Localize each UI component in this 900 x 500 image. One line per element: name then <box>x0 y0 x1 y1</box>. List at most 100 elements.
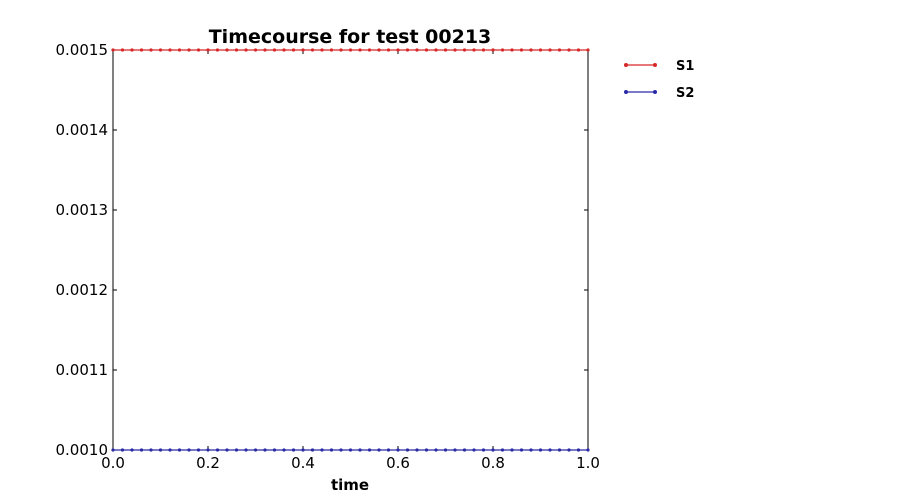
data-point <box>472 448 476 452</box>
data-point <box>538 448 543 452</box>
legend-marker <box>624 90 628 94</box>
data-point <box>434 448 438 452</box>
data-point <box>396 448 400 452</box>
data-point <box>187 448 191 452</box>
data-point <box>567 48 571 52</box>
data-point <box>548 448 552 452</box>
data-point <box>491 448 495 452</box>
data-point <box>130 448 134 452</box>
data-point <box>253 48 258 52</box>
data-point <box>377 448 381 452</box>
data-point <box>529 48 533 52</box>
data-point <box>225 48 229 52</box>
data-point <box>519 448 524 452</box>
data-point <box>358 448 362 452</box>
data-point <box>348 48 353 52</box>
data-point <box>215 448 220 452</box>
data-point <box>453 448 457 452</box>
data-point <box>158 448 163 452</box>
chart-title: Timecourse for test 00213 <box>209 26 492 48</box>
data-point <box>282 48 286 52</box>
data-point <box>187 48 191 52</box>
data-point <box>282 448 286 452</box>
legend-label-s2: S2 <box>676 86 694 101</box>
data-point <box>462 48 467 52</box>
data-point <box>263 448 267 452</box>
data-point <box>111 48 115 52</box>
data-point <box>481 448 486 452</box>
data-point <box>377 48 381 52</box>
legend-marker <box>624 63 628 67</box>
legend-label-s1: S1 <box>676 59 694 74</box>
data-point <box>405 48 410 52</box>
data-point <box>415 448 419 452</box>
data-point <box>215 48 220 52</box>
data-point <box>120 48 125 52</box>
y-tick-label: 0.0015 <box>56 41 109 59</box>
y-tick-label: 0.0014 <box>56 121 109 139</box>
data-point <box>586 448 590 452</box>
data-point <box>339 48 343 52</box>
data-point <box>500 448 505 452</box>
data-point <box>500 48 505 52</box>
data-point <box>320 48 324 52</box>
data-point <box>263 48 267 52</box>
data-point <box>139 448 144 452</box>
legend-marker <box>653 90 657 94</box>
data-point <box>234 448 239 452</box>
data-point <box>168 448 172 452</box>
data-point <box>111 448 115 452</box>
data-point <box>158 48 163 52</box>
data-point <box>415 48 419 52</box>
data-point <box>149 48 153 52</box>
data-point <box>557 448 562 452</box>
x-tick-label: 0.8 <box>481 454 505 472</box>
legend-marker <box>653 63 657 67</box>
data-point <box>310 448 315 452</box>
data-point <box>367 448 372 452</box>
data-point <box>510 448 514 452</box>
data-point <box>244 448 248 452</box>
data-point <box>405 448 410 452</box>
data-point <box>196 448 201 452</box>
data-point <box>424 448 429 452</box>
data-point <box>367 48 372 52</box>
data-point <box>244 48 248 52</box>
data-point <box>510 48 514 52</box>
data-point <box>396 48 400 52</box>
data-point <box>329 448 334 452</box>
data-point <box>253 448 258 452</box>
data-point <box>301 448 305 452</box>
data-point <box>567 448 571 452</box>
x-tick-label: 0.2 <box>196 454 220 472</box>
data-point <box>329 48 334 52</box>
data-point <box>225 448 229 452</box>
data-point <box>386 48 391 52</box>
data-point <box>472 48 476 52</box>
y-tick-label: 0.0012 <box>56 281 109 299</box>
data-point <box>443 48 448 52</box>
data-point <box>291 448 296 452</box>
data-point <box>576 48 581 52</box>
data-point <box>586 48 590 52</box>
data-point <box>557 48 562 52</box>
data-point <box>149 448 153 452</box>
data-point <box>301 48 305 52</box>
data-point <box>310 48 315 52</box>
data-point <box>206 448 210 452</box>
data-point <box>120 448 125 452</box>
data-point <box>491 48 495 52</box>
data-point <box>576 448 581 452</box>
x-tick-label: 0.4 <box>291 454 315 472</box>
data-point <box>234 48 239 52</box>
data-point <box>177 48 182 52</box>
data-point <box>272 448 277 452</box>
data-point <box>538 48 543 52</box>
data-point <box>130 48 134 52</box>
x-axis: 0.0 0.2 0.4 0.6 0.8 1.0 <box>101 50 600 472</box>
data-point <box>291 48 296 52</box>
data-point <box>519 48 524 52</box>
x-tick-label: 1.0 <box>576 454 600 472</box>
data-point <box>548 48 552 52</box>
